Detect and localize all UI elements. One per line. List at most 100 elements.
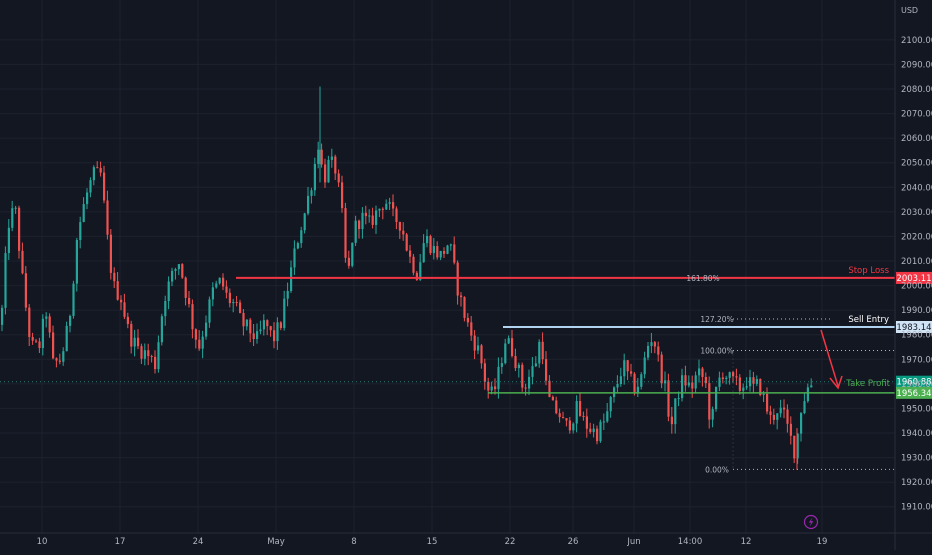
candle-up [497, 366, 500, 390]
candle-up [1, 307, 4, 325]
candle-up [330, 156, 333, 160]
candle-up [742, 387, 745, 391]
fib-label: 127.20% [700, 315, 733, 324]
y-tick-label: 2030.00 [901, 208, 932, 218]
candle-up [385, 203, 388, 210]
candle-down [653, 342, 656, 347]
candle-down [364, 212, 367, 217]
candle-up [283, 298, 286, 328]
candle-up [687, 382, 690, 386]
candle-up [664, 380, 667, 384]
x-tick-label: 14:00 [678, 537, 703, 547]
candle-down [320, 149, 323, 165]
candle-up [276, 322, 279, 342]
candle-down [684, 375, 687, 386]
candle-up [303, 213, 306, 231]
candle-up [806, 387, 809, 402]
candle-up [92, 167, 95, 181]
candle-down [21, 250, 24, 274]
price-axis: USD 1910.00 1920.00 1930.00 1940.00 1950.00 1… [901, 6, 932, 513]
candle-down [150, 356, 153, 358]
lightning-icon[interactable] [803, 514, 819, 530]
candle-down [769, 411, 772, 415]
candle-down [545, 359, 548, 381]
candle-down [555, 400, 558, 414]
candle-up [354, 220, 357, 243]
candle-down [579, 401, 582, 416]
grid-lines [0, 0, 895, 533]
y-tick-label: 2050.00 [901, 159, 932, 169]
candle-up [575, 401, 578, 424]
candle-down [24, 273, 27, 308]
candle-down [154, 356, 157, 370]
candle-up [361, 212, 364, 229]
candle-up [375, 210, 378, 225]
candle-down [116, 281, 119, 300]
candle-down [120, 299, 123, 303]
candle-down [456, 262, 459, 296]
candle-up [681, 375, 684, 399]
candle-up [477, 345, 480, 351]
candle-up [500, 363, 503, 367]
candle-down [266, 320, 269, 327]
candle-up [517, 364, 520, 369]
stop-loss-price-tag [896, 271, 932, 284]
candle-down [786, 409, 789, 424]
candle-up [602, 421, 605, 423]
candle-up [160, 316, 163, 343]
candle-up [79, 222, 82, 240]
candle-down [630, 371, 633, 374]
candle-up [157, 342, 160, 370]
candle-up [422, 243, 425, 263]
candle-up [167, 281, 170, 302]
candle-up [351, 242, 354, 266]
take-profit-label: Take Profit [845, 379, 890, 389]
candle-down [103, 172, 106, 201]
candle-up [293, 248, 296, 268]
candle-up [439, 251, 442, 258]
candle-down [701, 368, 704, 377]
candle-down [341, 182, 344, 209]
candle-down [398, 221, 401, 231]
candle-down [18, 207, 21, 251]
candle-down [405, 234, 408, 251]
candle-down [429, 235, 432, 254]
candle-up [426, 235, 429, 244]
x-tick-label: 22 [505, 537, 516, 547]
x-tick-label: 15 [427, 537, 438, 547]
fib-label: 0.00% [705, 465, 729, 474]
candle-up [432, 246, 435, 254]
candle-down [402, 230, 405, 235]
candle-down [463, 297, 466, 318]
candle-up [606, 411, 609, 422]
current-price-tag-text: 1960.88 [896, 378, 931, 388]
candle-up [711, 409, 714, 420]
candle-up [749, 377, 752, 387]
y-tick-label: 1990.00 [901, 306, 932, 316]
candle-up [647, 345, 650, 358]
candle-down [766, 393, 769, 412]
candle-down [140, 346, 143, 359]
candle-down [704, 376, 707, 384]
candle-down [181, 264, 184, 278]
candle-down [660, 354, 663, 384]
trade-levels: Stop Loss 161.80% Sell Entry 127.20% Take Pr… [0, 266, 932, 474]
candle-up [490, 386, 493, 391]
y-tick-label: 2000.00 [901, 282, 932, 292]
candle-down [48, 316, 51, 333]
candle-up [290, 267, 293, 292]
candle-up [762, 393, 765, 395]
candle-down [460, 295, 463, 298]
y-tick-label: 1970.00 [901, 355, 932, 365]
candle-down [551, 396, 554, 401]
arrow-down [820, 329, 839, 387]
x-tick-label: 10 [37, 537, 48, 547]
candle-up [11, 208, 14, 228]
candle-up [82, 204, 85, 223]
candle-up [4, 253, 7, 308]
candle-up [259, 329, 262, 332]
candle-up [640, 374, 643, 387]
